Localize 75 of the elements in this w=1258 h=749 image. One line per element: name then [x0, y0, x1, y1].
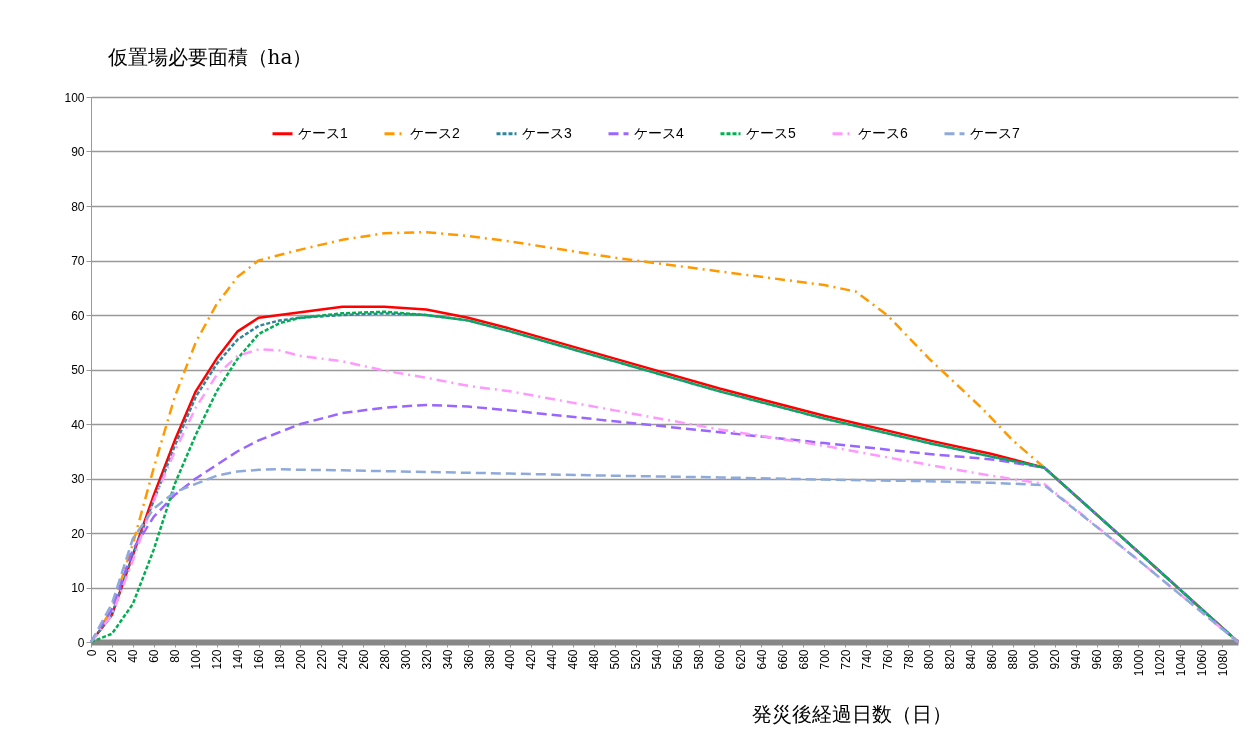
x-tick-label: 640	[754, 649, 769, 670]
x-tick-label: 920	[1048, 649, 1063, 670]
y-tick-label: 100	[64, 90, 85, 105]
legend-label: ケース1	[298, 124, 348, 141]
x-tick-label: 520	[629, 649, 644, 670]
x-tick-label: 500	[608, 649, 623, 670]
x-tick-label: 760	[880, 649, 895, 670]
x-tick-label: 960	[1090, 649, 1105, 670]
y-tick-label: 60	[71, 308, 85, 323]
x-tick-label: 340	[440, 649, 455, 670]
x-tick-label: 400	[503, 649, 518, 670]
y-tick-label: 20	[71, 526, 85, 541]
x-tick-label: 860	[985, 649, 1000, 670]
x-tick-label: 180	[273, 649, 288, 670]
y-tick-label: 90	[71, 145, 85, 159]
x-tick-label: 380	[482, 649, 497, 670]
x-tick-label: 1040	[1173, 649, 1188, 677]
legend-label: ケース4	[634, 124, 684, 141]
x-tick-label: 280	[377, 649, 392, 670]
y-tick-label: 10	[71, 581, 85, 595]
x-tick-label: 0	[84, 649, 99, 657]
x-tick-label: 240	[335, 649, 350, 670]
x-tick-label: 200	[294, 649, 308, 670]
x-tick-label: 600	[712, 649, 727, 670]
x-tick-label: 980	[1111, 649, 1126, 670]
x-tick-label: 40	[126, 649, 141, 663]
y-axis-title: 仮置場必要面積（ha）	[106, 44, 313, 69]
x-tick-label: 440	[545, 649, 560, 670]
legend-label: ケース3	[522, 124, 572, 141]
legend-label: ケース7	[970, 124, 1020, 141]
x-tick-label: 820	[943, 649, 958, 670]
x-tick-label: 1000	[1131, 649, 1146, 677]
legend-label: ケース2	[410, 124, 460, 141]
x-tick-label: 420	[524, 649, 539, 670]
x-tick-label: 220	[314, 649, 329, 670]
x-tick-label: 540	[650, 649, 665, 670]
x-tick-label: 680	[796, 649, 811, 670]
x-tick-label: 120	[210, 649, 225, 670]
x-tick-label: 780	[901, 649, 916, 670]
x-tick-label: 160	[252, 649, 267, 670]
x-tick-label: 480	[587, 649, 602, 670]
x-tick-label: 720	[838, 649, 853, 670]
x-tick-label: 1080	[1215, 649, 1230, 677]
x-tick-label: 560	[671, 649, 686, 670]
x-tick-label: 880	[1006, 649, 1021, 670]
x-tick-label: 580	[692, 649, 707, 670]
x-tick-label: 940	[1069, 649, 1084, 670]
x-tick-label: 840	[964, 649, 979, 670]
y-tick-label: 70	[71, 254, 85, 268]
x-tick-label: 300	[398, 649, 413, 670]
x-tick-label: 740	[859, 649, 874, 670]
x-axis-title: 発災後経過日数（日）	[751, 701, 952, 726]
legend-label: ケース6	[858, 124, 908, 141]
y-tick-label: 50	[71, 363, 85, 377]
x-tick-label: 620	[733, 649, 748, 670]
x-tick-label: 100	[189, 649, 204, 670]
y-tick-label: 0	[77, 635, 85, 650]
x-tick-label: 260	[356, 649, 371, 670]
x-tick-label: 660	[775, 649, 790, 670]
x-tick-label: 60	[147, 649, 162, 663]
x-tick-label: 20	[105, 649, 120, 663]
x-tick-label: 1060	[1194, 649, 1209, 677]
x-tick-label: 900	[1027, 649, 1042, 670]
y-tick-label: 40	[71, 417, 85, 432]
x-tick-label: 700	[817, 649, 832, 670]
y-tick-label: 80	[71, 199, 85, 214]
legend-label: ケース5	[746, 124, 796, 141]
x-tick-label: 1020	[1152, 649, 1167, 677]
x-tick-label: 80	[168, 649, 183, 663]
x-tick-label: 140	[231, 649, 246, 670]
x-tick-label: 360	[461, 649, 476, 670]
y-tick-label: 30	[71, 472, 85, 486]
x-tick-label: 320	[419, 649, 434, 670]
x-tick-label: 800	[922, 649, 937, 670]
x-tick-label: 460	[566, 649, 581, 670]
